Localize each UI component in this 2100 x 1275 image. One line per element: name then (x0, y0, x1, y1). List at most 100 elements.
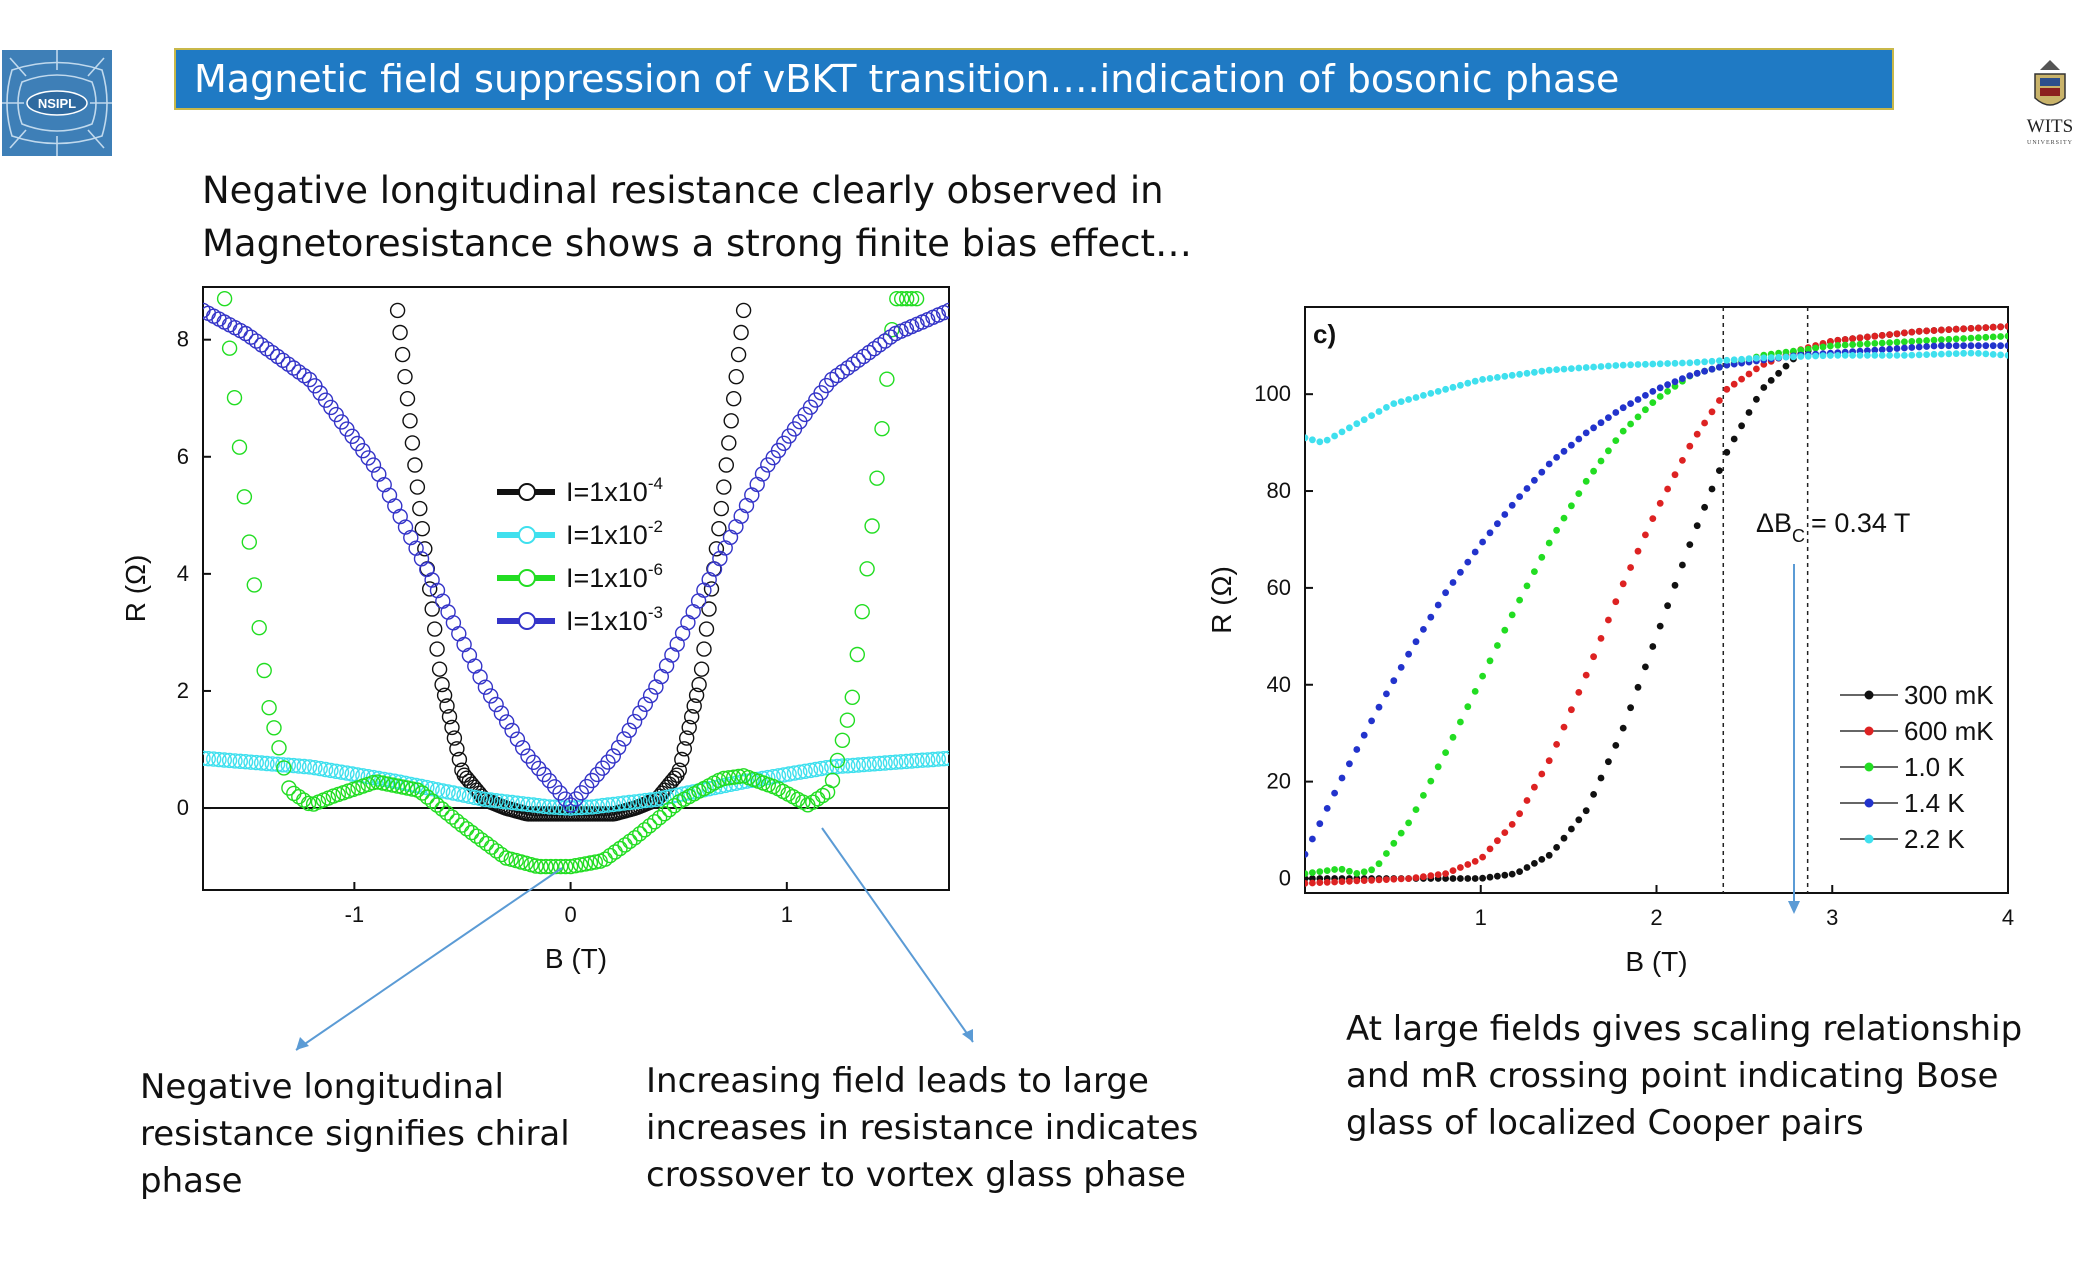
data-point (666, 770, 683, 786)
data-point (1605, 616, 1612, 624)
data-point (1508, 501, 1516, 509)
data-point (1368, 412, 1375, 419)
data-point (1634, 683, 1642, 691)
data-point (520, 748, 536, 764)
data-point (854, 604, 870, 620)
x-tick-label: -1 (345, 902, 365, 927)
data-point (261, 700, 277, 716)
data-point (1309, 879, 1316, 887)
data-point (1390, 677, 1398, 685)
data-point (889, 291, 905, 307)
data-point (1915, 343, 1923, 351)
data-point (859, 561, 875, 577)
data-point (691, 676, 707, 693)
data-point (307, 760, 323, 776)
data-point (1656, 393, 1664, 400)
data-point (1723, 385, 1731, 393)
data-point (248, 333, 264, 349)
plot-frame (1304, 306, 2009, 894)
data-point (1634, 361, 1642, 368)
data-point (1486, 529, 1494, 537)
legend-label: 2.2 K (1904, 824, 1965, 854)
data-point (1568, 825, 1575, 833)
data-point (1397, 829, 1405, 837)
data-point (1871, 346, 1879, 354)
data-point (1471, 858, 1479, 865)
data-point (850, 757, 867, 773)
data-point (696, 641, 712, 657)
data-point (1708, 408, 1716, 416)
data-point (478, 835, 495, 852)
data-point (1997, 351, 2004, 359)
data-point (1656, 384, 1664, 392)
data-point (1864, 352, 1871, 359)
data-point (1545, 460, 1553, 468)
data-point (417, 541, 433, 557)
data-point (403, 529, 419, 546)
data-point (266, 720, 282, 736)
data-point (1745, 370, 1753, 378)
data-point (557, 791, 573, 807)
data-point (1434, 388, 1442, 395)
data-point (1642, 406, 1649, 414)
nsipl-logo: NSIPL (2, 50, 112, 156)
data-point (253, 755, 270, 771)
x-axis-label: B (T) (1625, 946, 1687, 977)
data-point (523, 857, 539, 873)
data-point (380, 776, 396, 792)
data-point (1471, 688, 1479, 695)
data-point (1930, 336, 1938, 344)
data-point (232, 322, 249, 339)
data-point (861, 756, 877, 772)
data-point (1375, 703, 1383, 711)
data-point (1331, 866, 1338, 873)
data-point (1412, 394, 1420, 401)
data-point (1353, 877, 1361, 885)
data-point (594, 760, 611, 776)
data-point (1338, 774, 1346, 782)
data-point (1967, 349, 1975, 357)
data-point (589, 766, 605, 783)
data-point (1405, 396, 1412, 403)
data-point (419, 789, 435, 805)
data-point (1516, 370, 1523, 378)
data-point (1575, 435, 1583, 443)
data-point (829, 367, 845, 384)
data-point (536, 798, 552, 814)
data-point (1442, 875, 1449, 882)
data-point (908, 291, 925, 307)
data-point (781, 766, 797, 782)
data-point (1738, 355, 1745, 363)
data-point (584, 799, 600, 815)
legend-marker (518, 569, 536, 587)
data-point (461, 647, 478, 663)
x-tick-label: 1 (781, 902, 793, 927)
data-point (1553, 366, 1560, 373)
data-point (726, 769, 742, 785)
data-point (515, 740, 531, 756)
data-point (1479, 853, 1486, 861)
data-point (597, 851, 613, 867)
series-3 (203, 302, 949, 813)
data-point (312, 760, 328, 777)
data-point (1627, 704, 1634, 712)
data-point (1716, 397, 1723, 404)
data-point (579, 778, 595, 795)
data-point (1642, 663, 1649, 671)
data-point (1975, 324, 1982, 332)
data-point (1649, 643, 1657, 650)
data-point (531, 760, 547, 777)
data-point (1804, 352, 1812, 360)
data-point (394, 346, 411, 363)
data-point (477, 679, 494, 695)
data-point (1849, 352, 1856, 359)
data-point (920, 752, 936, 768)
data-point (434, 676, 450, 693)
data-point (1523, 864, 1531, 871)
data-point (589, 798, 605, 814)
data-point (1834, 342, 1842, 349)
data-point (493, 705, 510, 721)
data-point (1849, 335, 1856, 343)
x-axis-label: B (T) (545, 943, 607, 974)
data-point (236, 489, 253, 505)
